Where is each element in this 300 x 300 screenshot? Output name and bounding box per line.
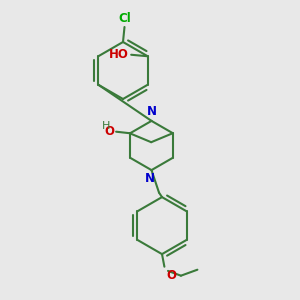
Text: O: O (166, 269, 176, 282)
Text: H: H (102, 121, 111, 131)
Text: HO: HO (109, 48, 129, 61)
Text: Cl: Cl (118, 12, 131, 25)
Text: N: N (145, 172, 155, 185)
Text: N: N (146, 105, 157, 118)
Text: O: O (105, 125, 115, 138)
